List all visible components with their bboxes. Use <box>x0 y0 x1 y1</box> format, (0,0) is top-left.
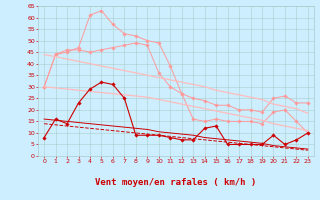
X-axis label: Vent moyen/en rafales ( km/h ): Vent moyen/en rafales ( km/h ) <box>95 178 257 187</box>
